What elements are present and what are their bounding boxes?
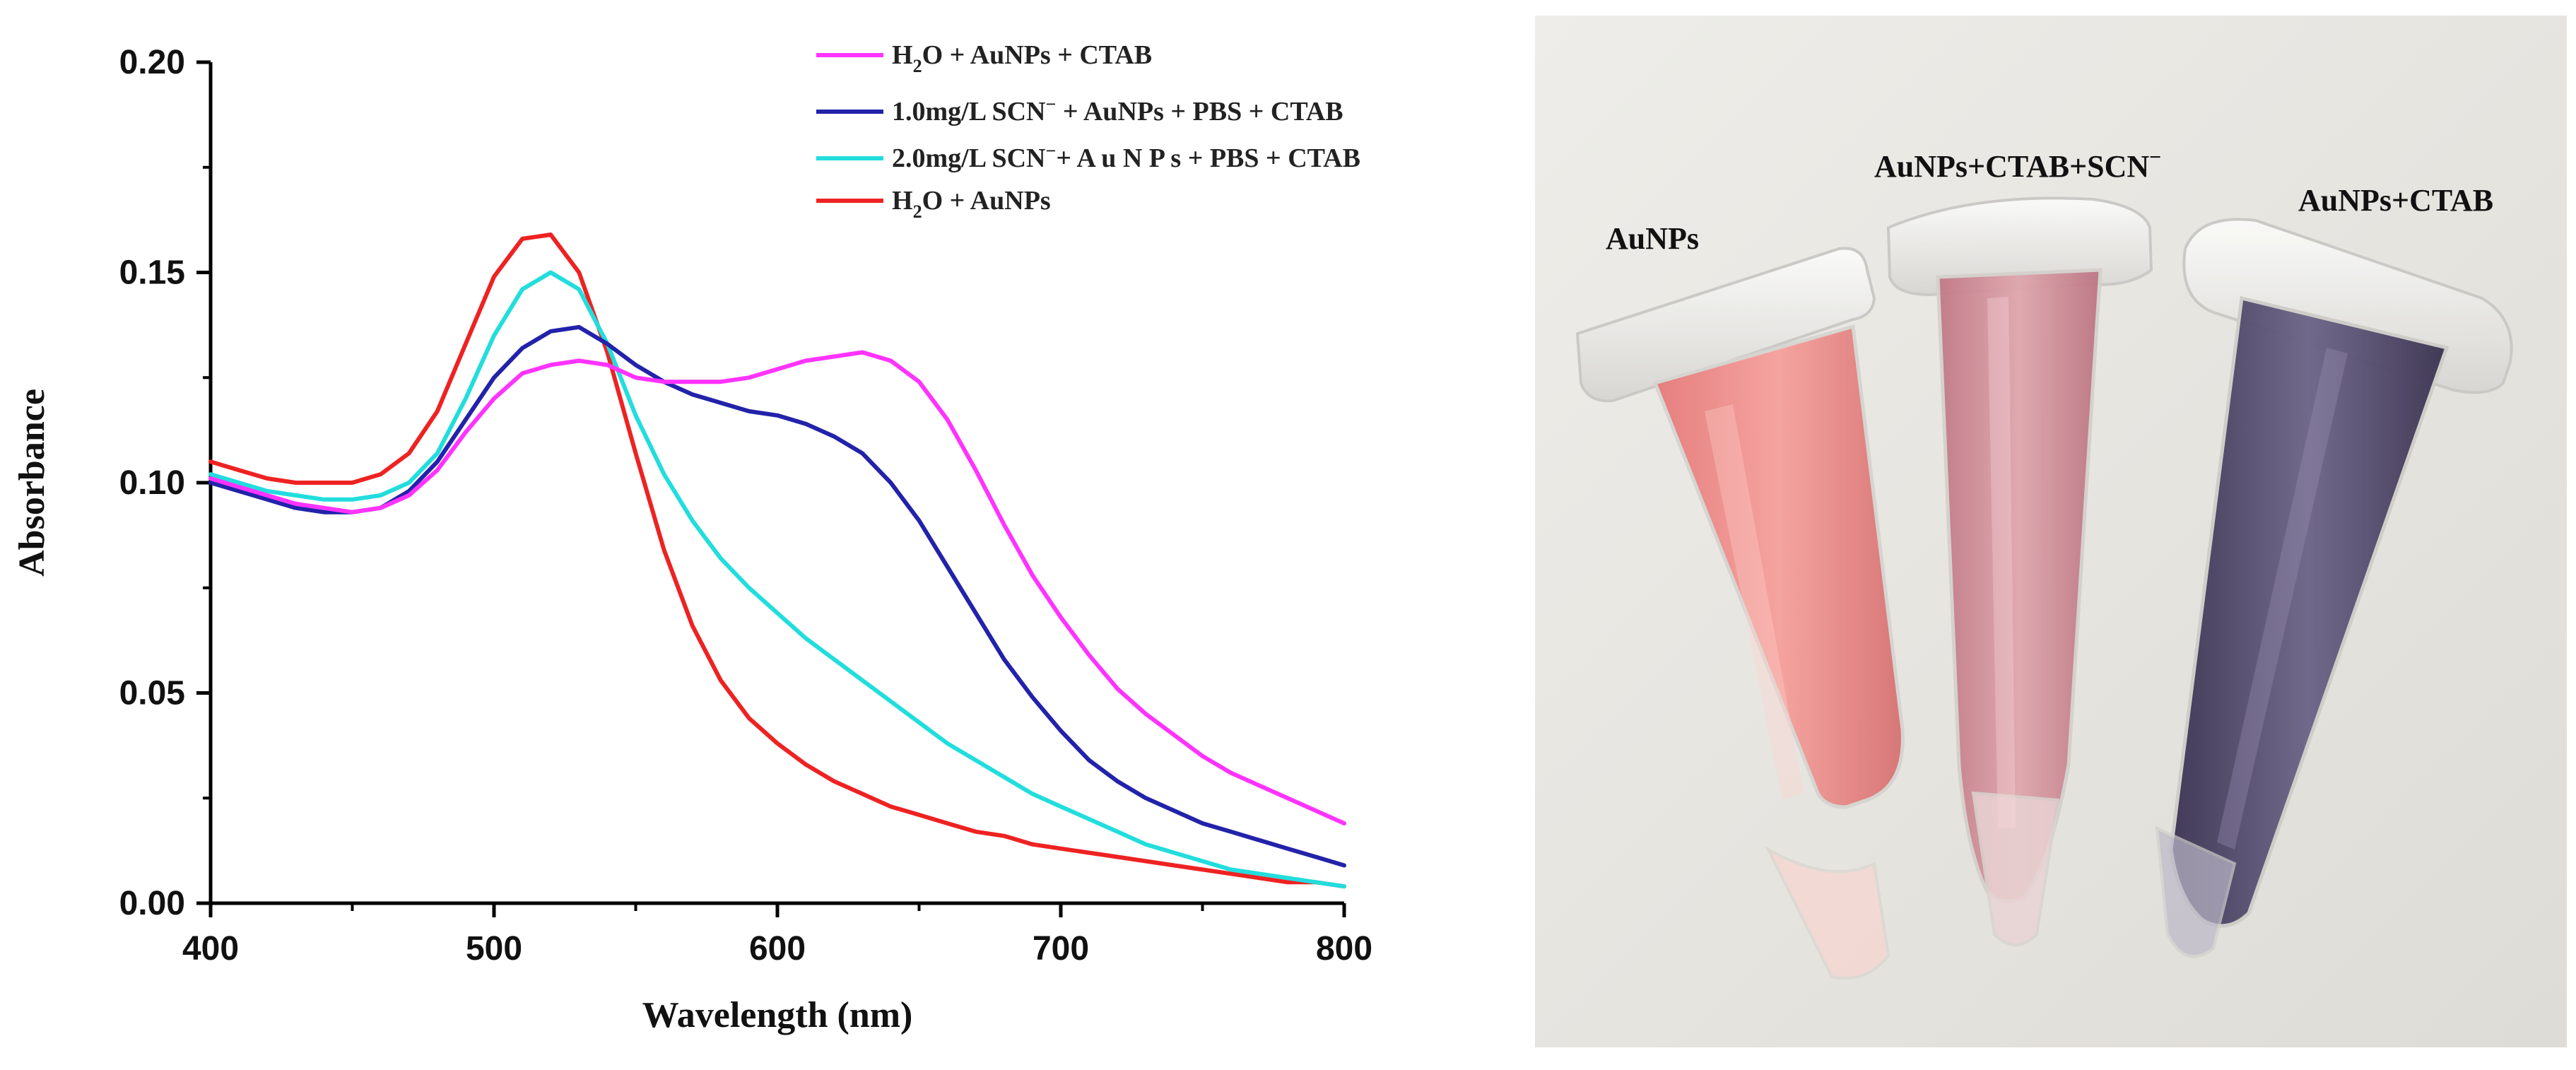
tube-middle-label-sup: − (2149, 146, 2161, 169)
legend-entry-main: 2.0mg/L SCN (892, 143, 1045, 173)
legend-entry-1: 1.0mg/L SCN− + AuNPs + PBS + CTAB (892, 94, 1343, 127)
x-axis-title: Wavelength (nm) (642, 995, 913, 1035)
y-tick-label: 0.00 (119, 885, 185, 922)
y-tick-label: 0.20 (119, 44, 185, 81)
tube-aunps-body (1652, 324, 1905, 809)
x-tick-label: 800 (1316, 930, 1372, 968)
absorbance-chart: 400 500 600 700 800 0.00 0.05 0.10 0.15 0.20 Wave… (12, 40, 1372, 1035)
tube-right-label: AuNPs+CTAB (2298, 183, 2493, 218)
x-tick-label: 400 (182, 930, 239, 968)
legend-entry-3: H2O + AuNPs (892, 186, 1051, 222)
y-tick-label: 0.10 (119, 464, 185, 502)
tube-aunps-ctab-scn (1886, 196, 2153, 946)
tube-aunps-highlight (1705, 404, 1804, 800)
legend-entry-2: 2.0mg/L SCN−+ A u N P s + PBS + CTAB (892, 141, 1360, 173)
tube-aunps-ctab (2155, 218, 2513, 958)
x-tick-label: 700 (1033, 930, 1089, 968)
tube-right-tip (2155, 825, 2237, 958)
tube-aunps-tip (1765, 846, 1890, 980)
chart-axes (208, 62, 1344, 905)
series-line-1 (208, 324, 1346, 868)
y-tick-label: 0.15 (119, 254, 185, 292)
tube-aunps (1575, 247, 1905, 980)
legend-entry-main: 1.0mg/L SCN (892, 97, 1045, 127)
chart-ticks: 400 500 600 700 800 0.00 0.05 0.10 0.15 0.20 (119, 44, 1372, 968)
tube-left-label: AuNPs (1606, 221, 1699, 256)
series-line-0 (208, 350, 1346, 825)
tube-photo: AuNPs AuNPs+CTAB+SCN− AuNPs+CTAB (1535, 16, 2567, 1047)
legend-entry-sub: 2 (913, 201, 922, 222)
legend-entry-sup: − (1045, 141, 1056, 161)
x-tick-label: 500 (466, 930, 522, 968)
series-line-2 (208, 270, 1346, 889)
legend-entry-main: H (892, 186, 913, 216)
chart-series (208, 233, 1346, 889)
legend-entry-rest: + A u N P s + PBS + CTAB (1056, 143, 1360, 173)
series-line-3 (208, 233, 1346, 889)
tube-aunps-cap (1575, 247, 1876, 403)
legend-entry-sup: − (1045, 94, 1056, 114)
legend-entry-rest: O + AuNPs (922, 186, 1051, 216)
x-tick-label: 600 (749, 930, 806, 968)
tube-middle-tip (1971, 791, 2060, 946)
tube-middle-highlight (1987, 297, 2016, 828)
legend-entry-rest: + AuNPs + PBS + CTAB (1056, 97, 1343, 127)
chart-svg: 400 500 600 700 800 0.00 0.05 0.10 0.15 0.20 Wave… (12, 40, 1372, 1035)
legend-entry-sub: 2 (913, 56, 922, 76)
legend-entry-0: H2O + AuNPs + CTAB (892, 40, 1152, 76)
legend-entry-rest: O + AuNPs + CTAB (922, 40, 1153, 70)
tube-right-highlight (2217, 348, 2348, 849)
tube-middle-label-main: AuNPs+CTAB+SCN (1874, 149, 2149, 184)
y-axis-title: Absorbance (12, 389, 52, 577)
tube-middle-label: AuNPs+CTAB+SCN− (1874, 146, 2161, 184)
legend-entry-main: H (892, 40, 913, 70)
y-tick-label: 0.05 (119, 675, 185, 712)
tube-photo-svg: AuNPs AuNPs+CTAB+SCN− AuNPs+CTAB (1535, 16, 2567, 1047)
